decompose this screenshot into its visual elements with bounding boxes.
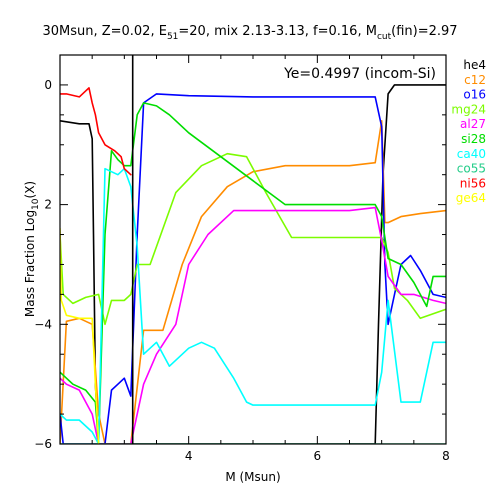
chart-title-part-b: =20, mix 2.13-3.13, f=0.16, M (178, 24, 377, 39)
legend-entry-o16: o16 (463, 88, 486, 102)
legend-entry-he4: he4 (463, 58, 486, 72)
series-line-c12 (60, 120, 446, 444)
y-tick-label: 2 (44, 198, 52, 212)
series-line-he4 (60, 84, 446, 444)
x-tick-label: 6 (314, 449, 322, 463)
series-line-ge64 (60, 227, 100, 444)
x-tick-label: 8 (442, 449, 450, 463)
chart-title-part-c: (fin)=2.97 (391, 24, 457, 39)
y-axis-label-sub: 10 (31, 198, 41, 210)
legend-entry-c12: c12 (464, 73, 486, 87)
y-tick-label: −4 (34, 317, 52, 331)
series-line-al27 (60, 206, 446, 444)
chart-title-part-a: 30Msun, Z=0.02, E (42, 24, 167, 39)
x-tick-label: 4 (185, 449, 193, 463)
legend-entry-ca40: ca40 (457, 147, 486, 161)
series-line-o16 (60, 93, 446, 444)
legend-entry-mg24: mg24 (451, 102, 486, 116)
y-axis-label-part-b: (X) (23, 181, 37, 199)
legend-entry-si28: si28 (461, 132, 486, 146)
ye-annotation: Ye=0.4997 (incom-Si) (283, 66, 436, 82)
plot-frame (59, 54, 447, 445)
chart-title: 30Msun, Z=0.02, E51=20, mix 2.13-3.13, f… (42, 24, 457, 42)
legend-entry-ni56: ni56 (460, 176, 486, 190)
y-tick-label: −6 (34, 437, 52, 451)
y-axis-label: Mass Fraction Log10(X) (23, 181, 41, 317)
y-axis-label-part-a: Mass Fraction Log (23, 210, 37, 317)
chart-title-sub-b: cut (377, 32, 392, 42)
legend-entry-co55: co55 (457, 162, 486, 176)
legend-entry-al27: al27 (460, 117, 486, 131)
y-ticks: 0 2 −4 −6 (34, 54, 446, 451)
x-axis-label: M (Msun) (225, 470, 280, 484)
plot-area (60, 55, 446, 444)
series-line-ni56 (60, 87, 132, 176)
series-layer (60, 84, 446, 444)
x-ticks: 4 6 8 (91, 55, 450, 463)
legend-entry-ge64: ge64 (456, 191, 486, 205)
y-tick-label: 0 (44, 78, 52, 92)
series-line-mg24 (60, 152, 446, 326)
series-line-ca40 (60, 167, 446, 444)
chart-title-sub-a: 51 (167, 32, 178, 42)
